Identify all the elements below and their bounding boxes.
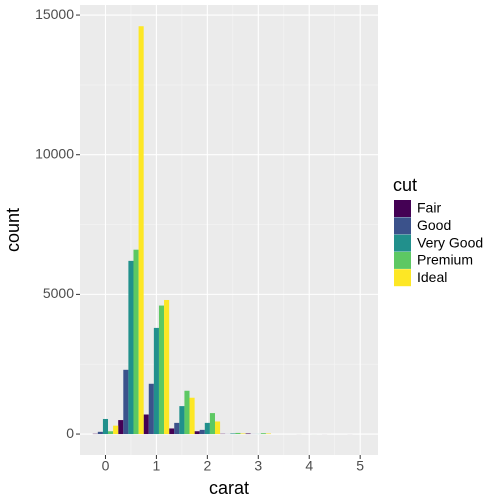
bar: [199, 429, 205, 435]
x-tick-label: 0: [102, 458, 110, 474]
x-tick-label: 4: [305, 458, 313, 474]
bar: [230, 433, 236, 435]
legend-key: [394, 234, 411, 252]
bar: [153, 327, 159, 435]
bar: [189, 397, 195, 435]
bar: [214, 421, 221, 435]
bar: [179, 406, 185, 435]
y-tick-label: 0: [66, 425, 74, 441]
bar: [184, 390, 190, 435]
legend-key: [394, 269, 411, 287]
bar: [148, 383, 154, 435]
bar: [240, 433, 246, 435]
y-tick-label: 5000: [43, 285, 74, 301]
bar: [265, 433, 272, 435]
bar: [128, 260, 134, 435]
legend-label: Premium: [417, 252, 473, 268]
bar: [194, 431, 200, 435]
bar: [209, 413, 215, 435]
y-tick-label: 15000: [35, 6, 74, 22]
bar: [174, 422, 180, 435]
x-tick-label: 5: [356, 458, 364, 474]
bars: [92, 26, 353, 435]
bar: [245, 433, 251, 435]
bar: [169, 428, 175, 435]
legend-key: [394, 217, 411, 235]
x-tick-label: 3: [254, 458, 262, 474]
bar: [123, 369, 129, 435]
bar: [133, 249, 139, 435]
bar: [97, 431, 103, 435]
bar: [158, 305, 165, 435]
legend-key: [394, 251, 411, 269]
x-tick-label: 1: [153, 458, 161, 474]
bar: [204, 422, 210, 435]
bar: [143, 414, 149, 435]
legend-label: Fair: [417, 200, 441, 216]
x-axis-title: carat: [209, 478, 249, 498]
y-tick-label: 10000: [35, 145, 74, 161]
bar: [108, 431, 114, 435]
legend-key: [394, 200, 411, 217]
legend-label: Very Good: [417, 234, 483, 250]
bar: [138, 26, 144, 435]
bar: [235, 432, 241, 435]
bar: [260, 433, 266, 435]
legend-label: Good: [417, 217, 451, 233]
bar: [118, 420, 124, 435]
legend-title: cut: [393, 175, 417, 195]
bar: [113, 425, 119, 435]
bar: [102, 418, 109, 435]
bar: [164, 299, 170, 435]
y-axis-title: count: [3, 208, 23, 252]
x-tick-label: 2: [203, 458, 211, 474]
legend-label: Ideal: [417, 269, 447, 285]
